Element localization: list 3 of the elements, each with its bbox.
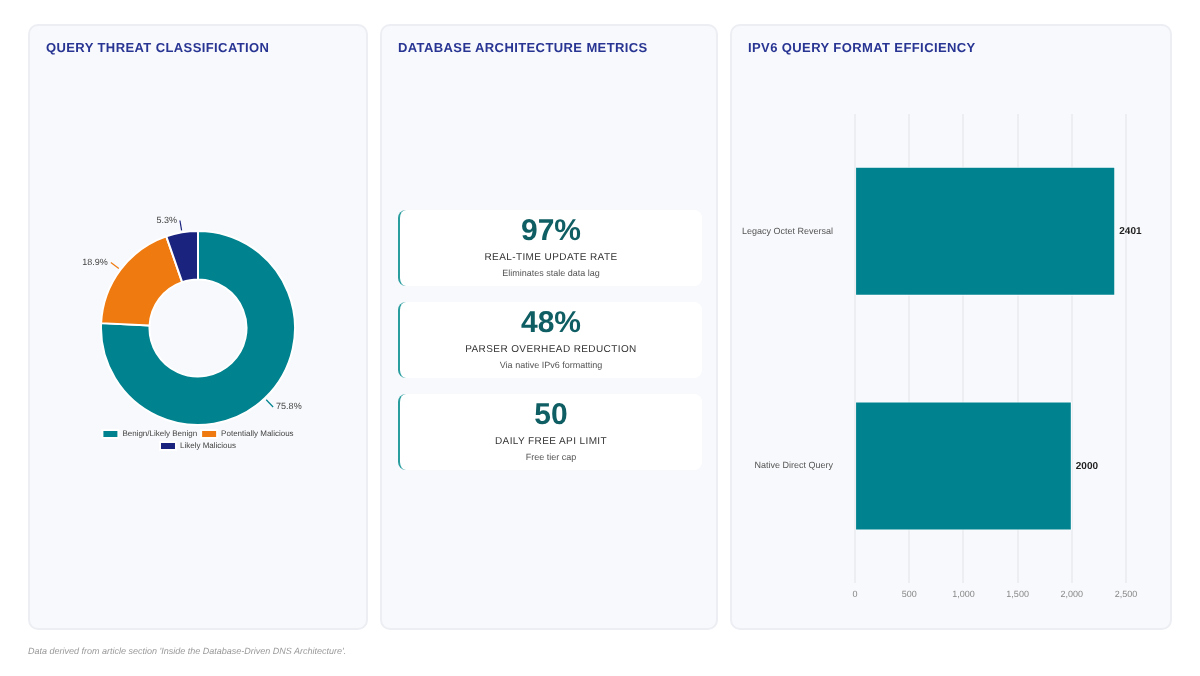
text: 48%: [520, 306, 582, 340]
text: 97%: [520, 214, 582, 248]
text: 50: [534, 398, 568, 432]
